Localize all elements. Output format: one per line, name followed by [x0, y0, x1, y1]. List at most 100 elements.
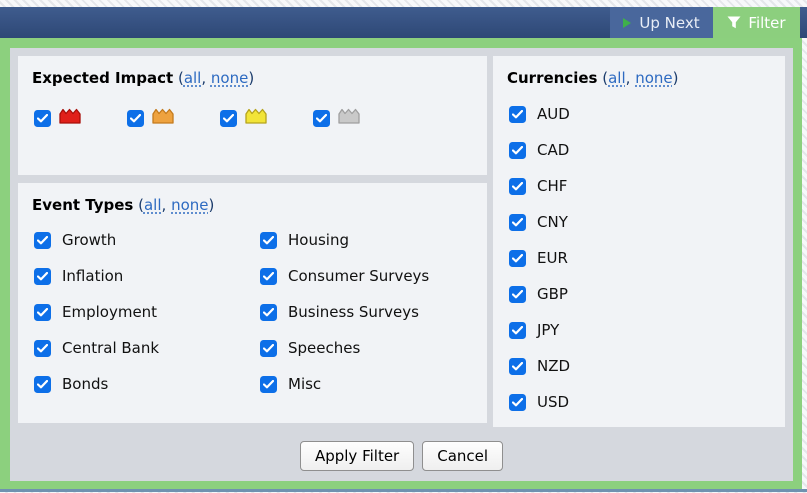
checkbox-central-bank[interactable] [34, 339, 51, 357]
checkbox-label-chf: CHF [537, 177, 568, 195]
checkbox-low-impact[interactable] [220, 109, 237, 127]
checkbox-jpy[interactable] [509, 321, 526, 339]
currencies-title: Currencies [507, 69, 598, 87]
checkbox-label-jpy: JPY [537, 321, 560, 339]
checkbox-label-bonds: Bonds [62, 375, 109, 393]
checkbox-label-central-bank: Central Bank [62, 339, 160, 357]
filter-row-housing: Housing [260, 231, 429, 249]
checkbox-eur[interactable] [509, 249, 526, 267]
filter-row-usd: USD [509, 393, 785, 411]
filter-panel: Expected Impact (all, none) Event Types … [0, 38, 802, 489]
check-icon [223, 113, 234, 122]
check-icon [512, 325, 523, 334]
punctuation: ( [177, 69, 184, 87]
check-icon [512, 361, 523, 370]
filter-row-employment: Employment [34, 303, 260, 321]
medium-impact-icon [152, 108, 174, 128]
filter-row-growth: Growth [34, 231, 260, 249]
up-next-button[interactable]: Up Next [610, 7, 713, 38]
check-icon [37, 235, 48, 244]
punctuation: , [625, 69, 636, 87]
check-icon [263, 343, 274, 352]
checkbox-label-inflation: Inflation [62, 267, 124, 285]
checkbox-medium-impact[interactable] [127, 109, 144, 127]
check-icon [512, 145, 523, 154]
punctuation: ( [602, 69, 609, 87]
checkbox-label-usd: USD [537, 393, 570, 411]
check-icon [263, 235, 274, 244]
expected-impact-section: Expected Impact (all, none) [18, 56, 487, 175]
checkbox-cad[interactable] [509, 141, 526, 159]
event-types-none-link[interactable]: none [171, 196, 209, 214]
currencies-all-link[interactable]: all [608, 69, 626, 87]
checkbox-label-gbp: GBP [537, 285, 568, 303]
low-impact-icon [245, 108, 267, 128]
punctuation: , [161, 196, 172, 214]
checkbox-high-impact[interactable] [34, 109, 51, 127]
check-icon [512, 217, 523, 226]
punctuation: ) [208, 196, 215, 214]
checkbox-label-eur: EUR [537, 249, 568, 267]
expected-impact-none-link[interactable]: none [210, 69, 249, 87]
top-navigation-bar: Up Next Filter [0, 7, 807, 38]
currencies-none-link[interactable]: none [635, 69, 673, 87]
check-icon [263, 379, 274, 388]
filter-row-cad: CAD [509, 141, 785, 159]
event-types-all-link[interactable]: all [143, 196, 162, 214]
check-icon [316, 113, 327, 122]
checkbox-gbp[interactable] [509, 285, 526, 303]
punctuation: ( [138, 196, 144, 214]
checkbox-misc[interactable] [260, 375, 277, 393]
checkbox-aud[interactable] [509, 105, 526, 123]
checkbox-bonds[interactable] [34, 375, 51, 393]
filter-panel-body: Expected Impact (all, none) Event Types … [10, 48, 793, 481]
checkbox-usd[interactable] [509, 393, 526, 411]
check-icon [37, 307, 48, 316]
check-icon [37, 343, 48, 352]
up-next-label: Up Next [639, 13, 700, 32]
apply-filter-button[interactable]: Apply Filter [299, 441, 415, 471]
check-icon [263, 307, 274, 316]
check-icon [512, 181, 523, 190]
punctuation: ) [248, 69, 255, 87]
impact-option-low-impact [220, 108, 267, 128]
play-icon [623, 17, 632, 28]
filter-row-nzd: NZD [509, 357, 785, 375]
filter-row-central-bank: Central Bank [34, 339, 260, 357]
check-icon [37, 271, 48, 280]
filter-tab[interactable]: Filter [713, 7, 800, 38]
checkbox-business-surveys[interactable] [260, 303, 277, 321]
filter-row-chf: CHF [509, 177, 785, 195]
checkbox-housing[interactable] [260, 231, 277, 249]
impact-option-non-economic [313, 108, 360, 128]
event-types-heading: Event Types (all, none) [32, 196, 487, 214]
currencies-section: Currencies (all, none) AUD CAD CHF CNY EUR GB… [493, 56, 785, 427]
punctuation: ) [672, 69, 679, 87]
checkbox-speeches[interactable] [260, 339, 277, 357]
event-types-options: Growth Inflation Employment Central Bank Bon… [34, 231, 487, 393]
checkbox-employment[interactable] [34, 303, 51, 321]
checkbox-nzd[interactable] [509, 357, 526, 375]
checkbox-cny[interactable] [509, 213, 526, 231]
filter-row-consumer-surveys: Consumer Surveys [260, 267, 429, 285]
expected-impact-all-link[interactable]: all [183, 69, 202, 87]
checkbox-inflation[interactable] [34, 267, 51, 285]
checkbox-consumer-surveys[interactable] [260, 267, 277, 285]
checkbox-label-speeches: Speeches [288, 339, 361, 357]
filter-row-bonds: Bonds [34, 375, 260, 393]
checkbox-label-growth: Growth [62, 231, 117, 249]
cancel-button[interactable]: Cancel [422, 441, 504, 471]
filter-row-eur: EUR [509, 249, 785, 267]
currencies-options: AUD CAD CHF CNY EUR GBP JPY NZD USD [509, 105, 785, 411]
checkbox-chf[interactable] [509, 177, 526, 195]
event-types-title: Event Types [32, 196, 134, 214]
expected-impact-options [34, 108, 487, 128]
checkbox-non-economic[interactable] [313, 109, 330, 127]
filter-funnel-icon [727, 16, 741, 29]
event-types-column-2: Housing Consumer Surveys Business Surveys S… [260, 231, 429, 393]
expected-impact-title: Expected Impact [32, 69, 174, 87]
checkbox-label-nzd: NZD [537, 357, 571, 375]
checkbox-label-employment: Employment [62, 303, 158, 321]
filter-row-gbp: GBP [509, 285, 785, 303]
checkbox-growth[interactable] [34, 231, 51, 249]
